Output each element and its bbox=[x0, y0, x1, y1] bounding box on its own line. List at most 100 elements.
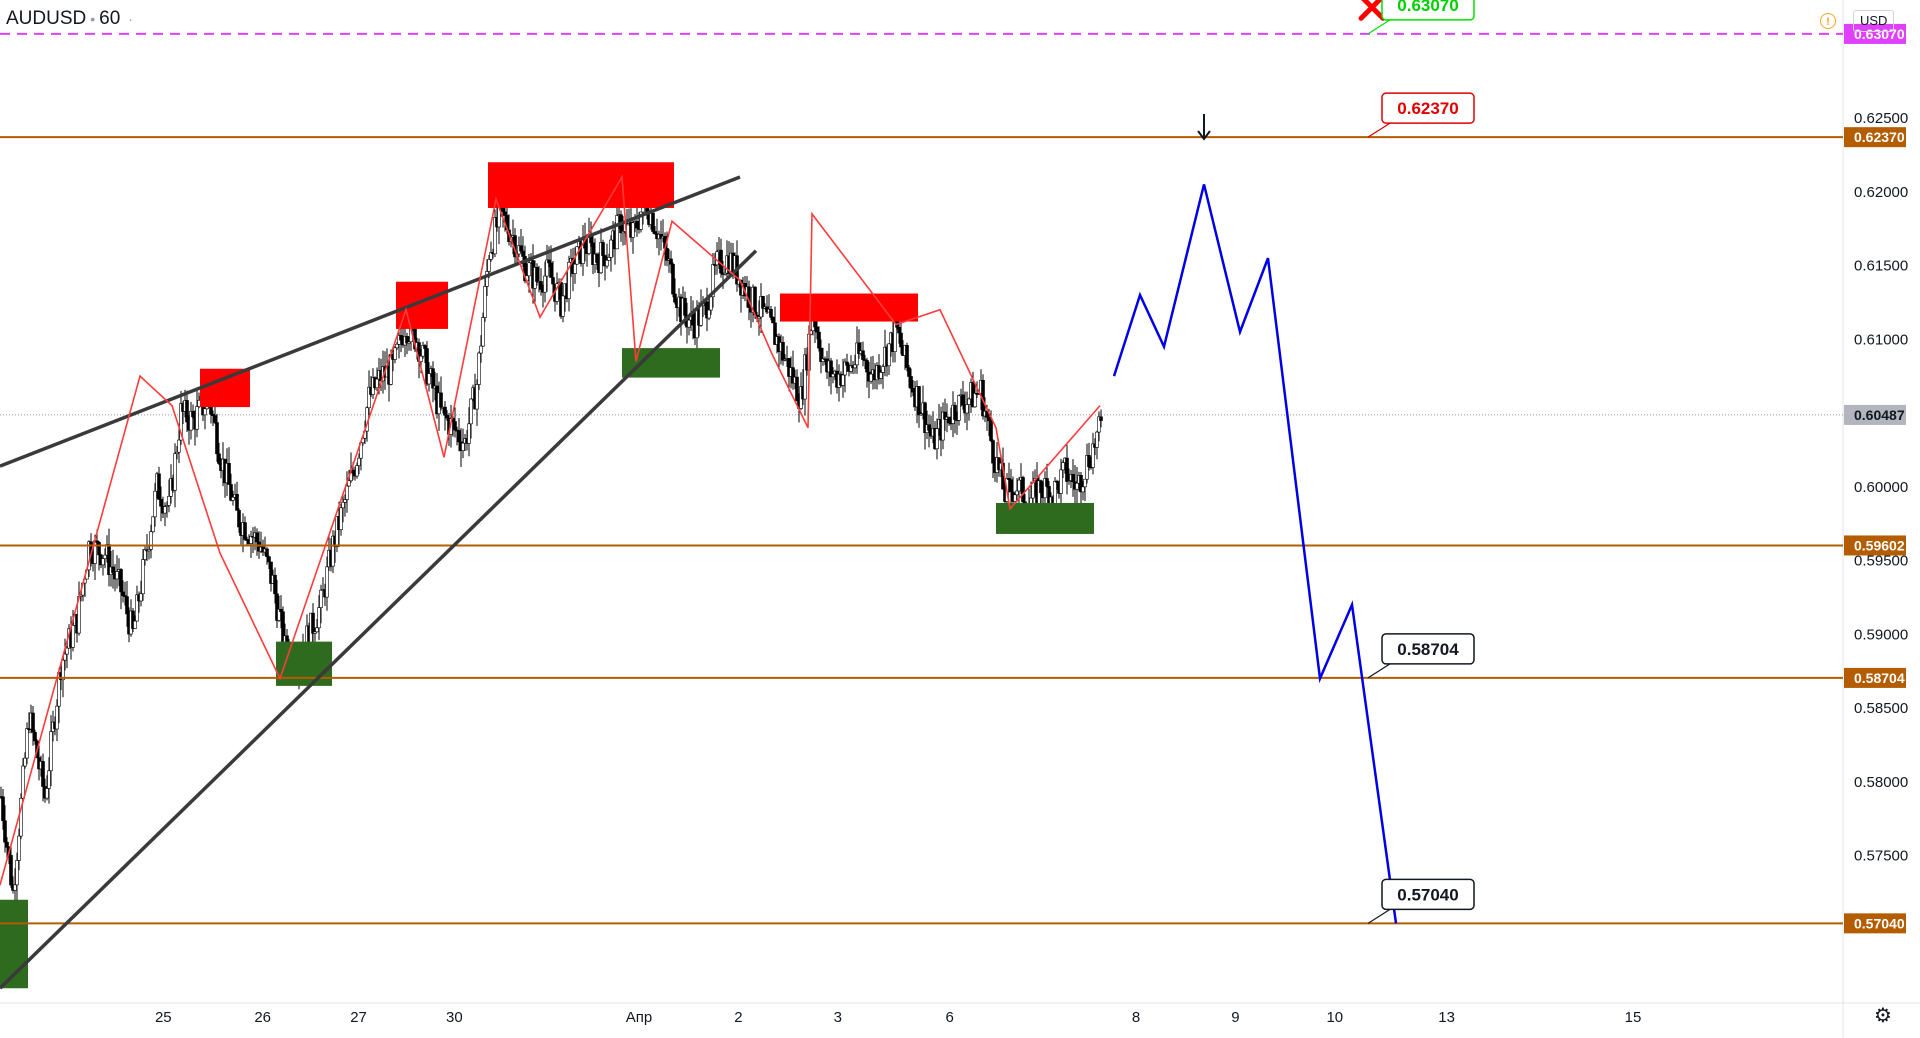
candle-body bbox=[905, 345, 909, 368]
candle-body bbox=[477, 352, 481, 385]
candle-body bbox=[1021, 477, 1025, 503]
candle-body bbox=[817, 331, 821, 349]
candle-body bbox=[467, 423, 471, 444]
candle-body bbox=[227, 463, 231, 485]
separator-dot: · bbox=[128, 11, 133, 27]
candle-body bbox=[357, 457, 361, 466]
time-tick-label: 9 bbox=[1231, 1009, 1239, 1026]
candle-body bbox=[189, 410, 193, 431]
callout-box bbox=[1381, 878, 1475, 911]
candle-body bbox=[439, 392, 443, 408]
candle-body bbox=[399, 335, 403, 341]
candle-body bbox=[917, 386, 921, 416]
price-tick-label: 0.59000 bbox=[1854, 626, 1908, 643]
candle-body bbox=[711, 264, 715, 298]
candle-body bbox=[431, 368, 435, 389]
candle-body bbox=[469, 398, 473, 425]
candle-body bbox=[139, 593, 143, 602]
gear-icon[interactable]: ⚙ bbox=[1874, 1005, 1892, 1027]
candle-body bbox=[71, 625, 75, 648]
symbol-name: AUDUSD bbox=[6, 8, 87, 29]
candle-body bbox=[317, 607, 321, 629]
candle-body bbox=[33, 732, 37, 742]
candle-body bbox=[1091, 443, 1095, 468]
candle-body bbox=[351, 469, 355, 474]
price-axis[interactable]: 0.57500 0.58000 0.58500 0.59000 0.59500 0.600… bbox=[1844, 23, 1908, 934]
callout-box bbox=[1381, 0, 1475, 21]
symbol-header[interactable]: AUDUSD • 60 · bbox=[6, 8, 137, 30]
candle-body bbox=[143, 549, 147, 560]
candle-body bbox=[567, 261, 571, 299]
candle-body bbox=[119, 569, 123, 593]
candle-body bbox=[217, 453, 221, 464]
candle-body bbox=[673, 293, 677, 303]
candle-body bbox=[1083, 478, 1087, 488]
candle-body bbox=[911, 388, 915, 393]
candle-body bbox=[795, 376, 799, 402]
candle-body bbox=[45, 788, 49, 799]
candle-body bbox=[1031, 482, 1035, 499]
candle-body bbox=[457, 430, 461, 443]
separator-dot: • bbox=[90, 11, 96, 27]
callout-label: 0.57040 bbox=[1397, 885, 1458, 904]
interval-label: 60 bbox=[99, 8, 121, 29]
candle-body bbox=[149, 531, 153, 550]
candle-body bbox=[483, 286, 487, 318]
candle-body bbox=[773, 322, 777, 345]
price-tick-label: 0.61500 bbox=[1854, 258, 1908, 275]
candle-body bbox=[683, 297, 687, 316]
candle-body bbox=[65, 647, 69, 655]
price-level-tag bbox=[1844, 667, 1906, 688]
candle-body bbox=[15, 860, 19, 886]
candle-body bbox=[1071, 474, 1075, 483]
price-tick-label: 0.60000 bbox=[1854, 479, 1908, 496]
price-level-tag bbox=[1844, 913, 1906, 934]
candle-body bbox=[991, 440, 995, 464]
candle-body bbox=[13, 884, 17, 891]
candle-body bbox=[1099, 416, 1103, 421]
candle-body bbox=[19, 797, 23, 837]
time-tick-label: 30 bbox=[446, 1009, 463, 1026]
price-level-tag bbox=[1844, 23, 1906, 44]
candle-body bbox=[237, 510, 241, 528]
time-tick-label: 15 bbox=[1625, 1009, 1642, 1026]
candle-body bbox=[869, 373, 873, 382]
candle-body bbox=[615, 215, 619, 250]
candle-body bbox=[967, 398, 971, 405]
candle-body bbox=[31, 712, 35, 733]
candle-body bbox=[133, 620, 137, 629]
supply-zone bbox=[488, 162, 674, 208]
candle-body bbox=[853, 364, 857, 369]
candle-body bbox=[719, 249, 723, 274]
candle-body bbox=[375, 378, 379, 389]
currency-button[interactable]: USD bbox=[1853, 10, 1895, 32]
candle-body bbox=[715, 251, 719, 266]
candle-body bbox=[547, 259, 551, 264]
candle-body bbox=[339, 507, 343, 530]
candle-body bbox=[279, 608, 283, 613]
price-tick-label: 0.61000 bbox=[1854, 331, 1908, 348]
arrow-head bbox=[1197, 130, 1211, 141]
candle-body bbox=[423, 345, 427, 349]
candle-body bbox=[151, 516, 155, 533]
candle-body bbox=[935, 428, 939, 450]
alert-circle-icon[interactable]: ! bbox=[1820, 13, 1836, 29]
candle-body bbox=[47, 770, 51, 789]
candle-body bbox=[987, 417, 991, 422]
candle-body bbox=[887, 343, 891, 367]
candle-body bbox=[315, 627, 319, 633]
time-tick-label: 3 bbox=[834, 1009, 842, 1026]
candle-body bbox=[445, 415, 449, 419]
candle-body bbox=[973, 393, 977, 408]
x-mark-icon bbox=[1358, 0, 1386, 21]
candle-body bbox=[841, 374, 845, 386]
current-price-tag bbox=[1844, 404, 1906, 425]
candle-body bbox=[527, 262, 531, 277]
candle-body bbox=[115, 571, 119, 580]
time-axis[interactable]: 25 26 27 30 Апр 2 3 6 8 9 10 13 15 bbox=[155, 1009, 1641, 1026]
candle-body bbox=[153, 490, 157, 518]
candle-body bbox=[573, 263, 577, 274]
candle-body bbox=[771, 317, 775, 324]
